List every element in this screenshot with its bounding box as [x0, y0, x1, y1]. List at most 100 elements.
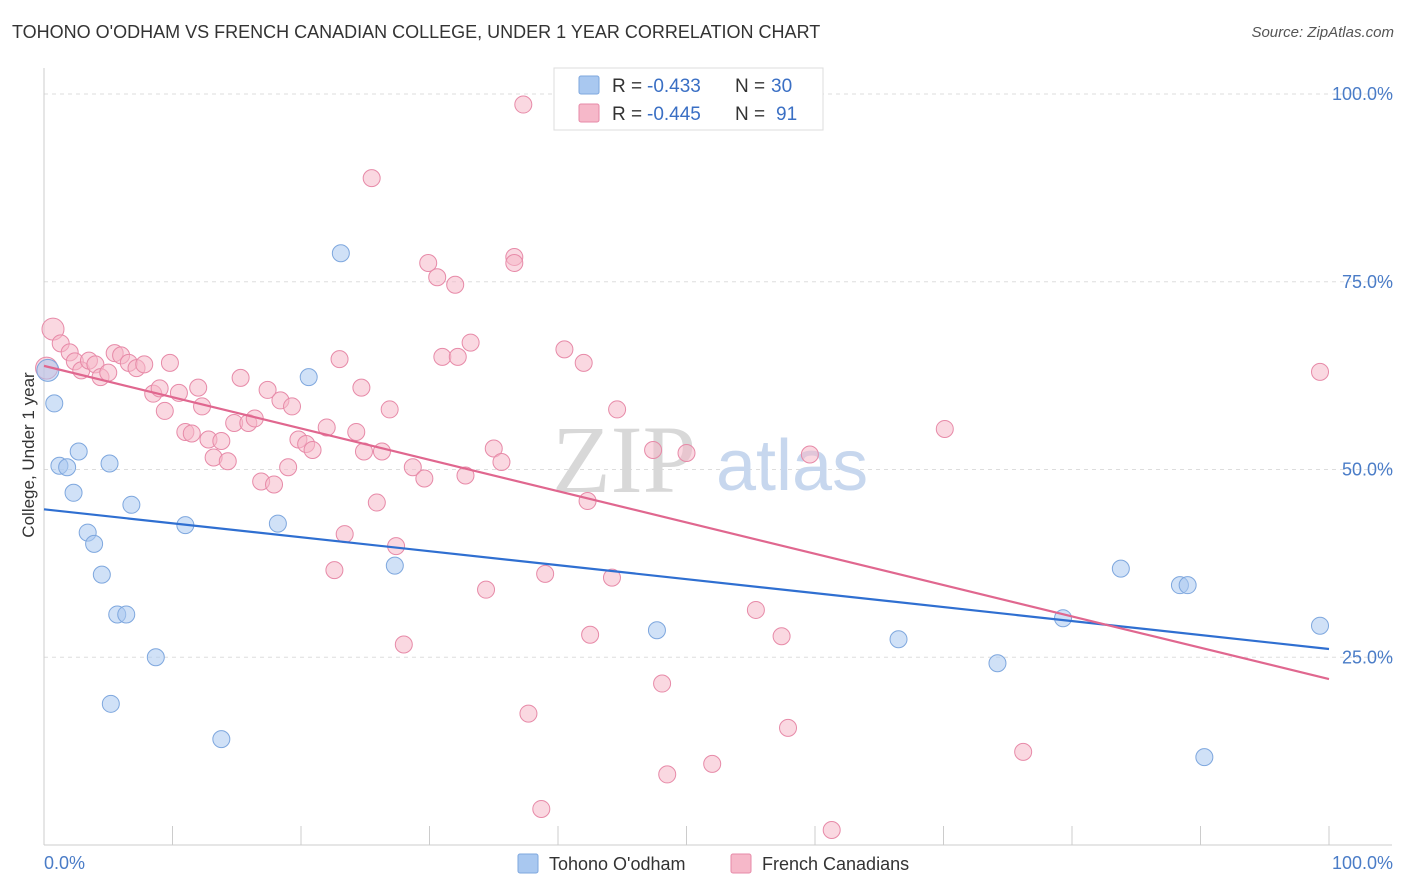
watermark-zip: ZIP: [552, 406, 696, 513]
french-canadians-point: [772, 627, 791, 646]
legend-n-value: 30: [771, 76, 792, 97]
series-tohono-oodham: [36, 244, 1330, 767]
chart-source: Source: ZipAtlas.com: [1251, 24, 1394, 41]
tohono-oodham-point: [36, 358, 60, 382]
y-tick-label: 75.0%: [1342, 272, 1393, 292]
french-canadians-point: [218, 452, 237, 471]
y-axis-label: College, Under 1 year: [19, 372, 38, 538]
french-canadians-point: [182, 424, 201, 443]
tohono-oodham-point: [889, 630, 908, 649]
tohono-oodham-point: [647, 621, 666, 640]
legend-r-label: R =: [612, 76, 642, 97]
french-canadians-point: [574, 353, 593, 372]
tohono-oodham-trend-line: [43, 508, 1330, 651]
legend-r-value: -0.433: [647, 76, 701, 97]
french-canadians-point: [1014, 742, 1033, 761]
french-canadians-point: [935, 419, 954, 438]
y-tick-label: 50.0%: [1342, 460, 1393, 480]
tohono-oodham-point: [101, 694, 120, 713]
french-canadians-point: [415, 469, 434, 488]
tohono-oodham-point: [212, 730, 231, 749]
french-canadians-point: [581, 625, 600, 644]
legend-n-value: 91: [776, 104, 797, 125]
french-canadians-point: [99, 363, 118, 382]
x-tick-label-min: 0.0%: [44, 853, 85, 873]
french-canadians-point: [800, 445, 819, 464]
tohono-oodham-point: [1178, 576, 1197, 595]
tohono-oodham-point: [45, 394, 64, 413]
legend-swatch-tohono-oodham: [517, 853, 539, 874]
french-canadians-point: [703, 754, 722, 773]
french-canadians-point: [428, 268, 447, 287]
tohono-oodham-point: [1195, 748, 1214, 767]
french-canadians-point: [448, 347, 467, 366]
french-canadians-point: [325, 561, 344, 580]
french-canadians-point: [403, 458, 422, 477]
series-french-canadians: [35, 95, 1330, 839]
y-tick-label: 100.0%: [1332, 84, 1393, 104]
legend-r-label: R =: [612, 104, 642, 125]
tohono-oodham-point: [1311, 616, 1330, 635]
french-canadians-point: [419, 253, 438, 272]
french-canadians-point: [303, 440, 322, 459]
legend-swatch-blue: [578, 75, 600, 95]
x-axis-ticks: [43, 826, 1330, 845]
french-canadians-point: [283, 397, 302, 416]
french-canadians-point: [658, 765, 677, 784]
french-canadians-point: [644, 440, 663, 459]
legend-swatch-pink: [578, 103, 600, 123]
french-canadians-point: [367, 493, 386, 512]
french-canadians-point: [578, 492, 597, 511]
tohono-oodham-point: [69, 442, 88, 461]
french-canadians-point: [608, 400, 627, 419]
correlation-legend: R = -0.433 N = 30 R = -0.445 N = 91: [553, 67, 824, 131]
tohono-oodham-point: [117, 605, 136, 624]
tohono-oodham-point: [146, 648, 165, 667]
french-canadians-point: [456, 466, 475, 485]
grid-lines: [44, 93, 1392, 658]
y-tick-label: 25.0%: [1342, 647, 1393, 667]
french-canadians-point: [822, 820, 841, 839]
french-canadians-point: [433, 347, 452, 366]
french-canadians-point: [514, 95, 533, 114]
tohono-oodham-point: [988, 654, 1007, 673]
tohono-oodham-point: [385, 556, 404, 575]
french-canadians-point: [602, 568, 621, 587]
french-canadians-point: [155, 401, 174, 420]
tohono-oodham-point: [122, 495, 141, 514]
tohono-oodham-point: [268, 514, 287, 533]
french-canadians-point: [335, 525, 354, 544]
series-legend: Tohono O'odham French Canadians: [517, 853, 909, 874]
french-canadians-point: [653, 674, 672, 693]
french-canadians-point: [317, 418, 336, 437]
french-canadians-point: [394, 635, 413, 654]
french-canadians-point: [505, 253, 524, 272]
watermark-atlas: atlas: [716, 426, 868, 506]
french-canadians-point: [231, 368, 250, 387]
tohono-oodham-point: [58, 458, 77, 477]
french-canadians-point: [380, 400, 399, 419]
french-canadians-point: [484, 439, 503, 458]
french-canadians-point: [279, 458, 298, 477]
legend-swatch-french-canadians: [730, 853, 752, 874]
tohono-oodham-point: [299, 368, 318, 387]
tohono-oodham-point: [331, 244, 350, 263]
french-canadians-point: [555, 340, 574, 359]
french-canadians-point: [189, 378, 208, 397]
french-canadians-point: [265, 475, 284, 494]
french-canadians-point: [347, 422, 366, 441]
tohono-oodham-point: [1111, 559, 1130, 578]
french-canadians-point: [779, 718, 798, 737]
french-canadians-point: [677, 443, 696, 462]
french-canadians-point: [135, 355, 154, 374]
french-canadians-point: [492, 453, 511, 471]
french-canadians-point: [1311, 362, 1330, 381]
french-canadians-point: [532, 799, 551, 818]
tohono-oodham-point: [85, 534, 104, 553]
french-canadians-trend-line: [43, 364, 1330, 681]
trend-lines: [43, 364, 1330, 681]
french-canadians-point: [212, 431, 231, 450]
french-canadians-point: [746, 600, 765, 619]
french-canadians-point: [258, 380, 277, 399]
